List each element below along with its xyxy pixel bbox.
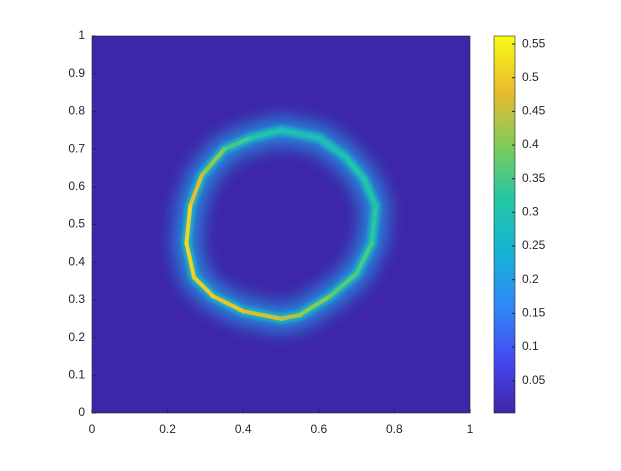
ring-point (278, 128, 284, 133)
ring-point (188, 203, 193, 208)
colorbar-tick-label: 0.15 (522, 306, 546, 320)
ring-segment (279, 312, 302, 321)
ring-point (316, 135, 321, 140)
y-tick-label: 1 (78, 28, 85, 42)
ring-segment (316, 135, 348, 159)
ring-segment (248, 128, 283, 140)
colorbar-tick-label: 0.3 (522, 205, 539, 219)
ring-segment (210, 294, 246, 314)
colorbar-tick-label: 0.4 (522, 137, 539, 151)
colorbar-tick-label: 0.25 (522, 238, 546, 252)
x-tick-label: 0.2 (159, 422, 176, 436)
ring-segment (188, 173, 204, 208)
x-tick-label: 0.8 (386, 422, 403, 436)
y-tick-label: 0.6 (68, 179, 85, 193)
y-tick-label: 0 (78, 405, 85, 419)
background (92, 36, 470, 413)
ring-segment (184, 203, 193, 246)
ring-point (184, 241, 189, 246)
ring-point (191, 275, 197, 280)
ring-point (248, 135, 253, 140)
ring-point (361, 177, 367, 182)
x-tick-label: 0 (89, 422, 96, 436)
y-tick-label: 0.2 (68, 330, 85, 344)
colorbar-tick-label: 0.55 (522, 36, 546, 50)
x-tick-label: 1 (467, 422, 474, 436)
ring-segment (279, 128, 321, 140)
ring-segment (222, 135, 253, 152)
ring-segment (199, 147, 227, 178)
colorbar-tick-label: 0.45 (522, 104, 546, 118)
ring-point (354, 271, 359, 276)
ring-segment (354, 241, 374, 276)
ring-point (297, 312, 303, 318)
ring-point (369, 241, 374, 246)
y-tick-label: 0.8 (68, 104, 85, 118)
colorbar-tick-label: 0.1 (522, 339, 539, 353)
ring-segment (343, 154, 367, 182)
y-tick-label: 0.7 (68, 141, 85, 155)
ring-point (327, 293, 333, 299)
ring-point (210, 293, 216, 299)
ring-segment (241, 309, 283, 321)
colorbar (493, 35, 516, 414)
ring-segment (369, 203, 378, 246)
ring-segment (362, 177, 378, 208)
y-tick-label: 0.5 (68, 217, 85, 231)
ring-point (373, 203, 378, 208)
y-tick-label: 0.1 (68, 367, 85, 381)
ring-segment (297, 294, 333, 317)
y-tick-label: 0.9 (68, 66, 85, 80)
plot-area (92, 36, 470, 413)
ring-segment (328, 271, 359, 299)
ring-point (343, 154, 348, 159)
colorbar-tick-label: 0.2 (522, 272, 539, 286)
y-tick-label: 0.4 (68, 254, 85, 268)
ring-segment (192, 275, 215, 299)
ring-segment (184, 241, 197, 280)
ring-point (222, 146, 227, 152)
colorbar-tick-label: 0.05 (522, 373, 546, 387)
x-tick-label: 0.4 (235, 422, 252, 436)
ring-point (278, 316, 284, 321)
ring-point (199, 173, 204, 178)
x-tick-label: 0.6 (310, 422, 327, 436)
y-tick-label: 0.3 (68, 292, 85, 306)
colorbar-tick-label: 0.35 (522, 171, 546, 185)
ring-point (241, 309, 246, 314)
colorbar-tick-label: 0.5 (522, 70, 539, 84)
